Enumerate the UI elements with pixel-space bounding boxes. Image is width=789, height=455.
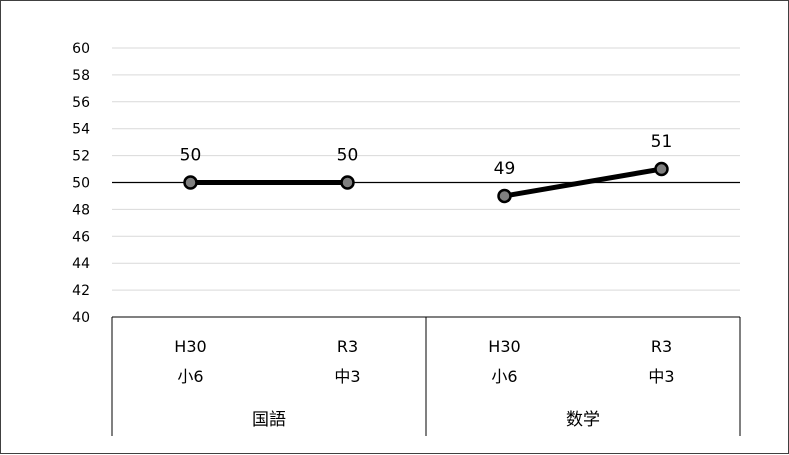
group-label: 数学 bbox=[566, 410, 600, 430]
y-tick-label-40: 40 bbox=[72, 310, 90, 326]
y-tick-label-52: 52 bbox=[72, 149, 90, 165]
data-point bbox=[183, 175, 198, 190]
y-tick-label-54: 54 bbox=[72, 122, 90, 138]
y-tick-label-46: 46 bbox=[72, 229, 90, 245]
y-tick-label-60: 60 bbox=[72, 41, 90, 57]
category-label-line1: H30 bbox=[488, 337, 520, 356]
category-label-line1: H30 bbox=[174, 337, 206, 356]
category-label-line2: 中3 bbox=[648, 367, 674, 386]
gridlines bbox=[112, 47, 740, 291]
y-tick-label-44: 44 bbox=[72, 256, 90, 272]
y-tick-label-42: 42 bbox=[72, 283, 90, 299]
y-tick-label-56: 56 bbox=[72, 95, 90, 111]
category-label-line2: 小6 bbox=[491, 367, 517, 386]
y-tick-label-58: 58 bbox=[72, 68, 90, 84]
data-points bbox=[183, 161, 669, 204]
category-label-line2: 小6 bbox=[177, 367, 203, 386]
category-label-line1: R3 bbox=[651, 337, 672, 356]
data-point bbox=[340, 175, 355, 190]
series-lines bbox=[188, 166, 664, 199]
series-line bbox=[502, 166, 664, 199]
data-point bbox=[654, 161, 669, 177]
data-point bbox=[497, 188, 512, 204]
data-label: 50 bbox=[180, 146, 202, 166]
y-tick-label-48: 48 bbox=[72, 202, 90, 218]
y-axis-ticks: 40 42 44 46 48 50 52 54 56 58 60 bbox=[72, 41, 90, 326]
data-label: 51 bbox=[651, 132, 673, 152]
group-label: 国語 bbox=[252, 410, 286, 430]
data-label: 49 bbox=[494, 159, 516, 179]
x-axis: H30 小6 R3 中3 国語 H30 小6 R3 中3 数学 bbox=[111, 316, 741, 436]
category-label-line1: R3 bbox=[337, 337, 358, 356]
category-label-line2: 中3 bbox=[334, 367, 360, 386]
data-label: 50 bbox=[337, 146, 359, 166]
data-labels: 50 50 49 51 bbox=[180, 132, 673, 179]
y-tick-label-50: 50 bbox=[72, 176, 90, 192]
